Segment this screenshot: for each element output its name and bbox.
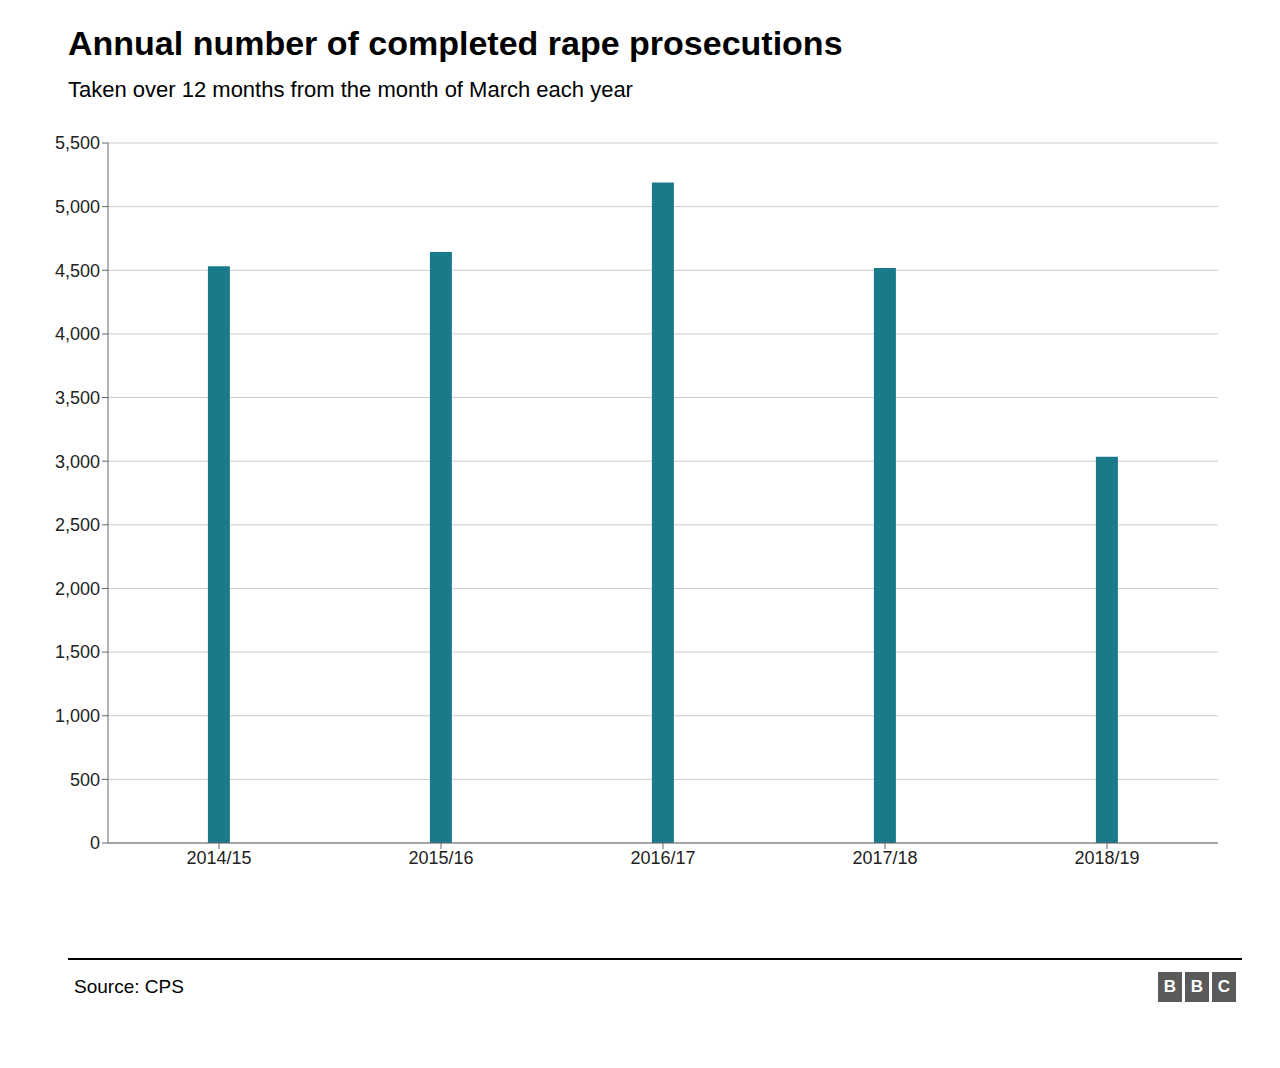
svg-text:2015/16: 2015/16 (408, 848, 473, 868)
svg-text:4,000: 4,000 (55, 324, 100, 344)
svg-text:3,000: 3,000 (55, 452, 100, 472)
svg-text:1,000: 1,000 (55, 706, 100, 726)
svg-text:5,500: 5,500 (55, 133, 100, 153)
html-text:C: C (1217, 977, 1231, 996)
svg-text:4,500: 4,500 (55, 261, 100, 281)
svg-text:2014/15: 2014/15 (186, 848, 251, 868)
svg-text:3,500: 3,500 (55, 388, 100, 408)
svg-text:0: 0 (90, 833, 100, 853)
svg-text:2018/19: 2018/19 (1074, 848, 1139, 868)
html-text:B: B (1190, 977, 1204, 996)
svg-text:5,000: 5,000 (55, 197, 100, 217)
svg-text:1,500: 1,500 (55, 642, 100, 662)
svg-text:2016/17: 2016/17 (630, 848, 695, 868)
html-text:Source: CPS: Source: CPS (74, 976, 184, 997)
svg-text:2,000: 2,000 (55, 579, 100, 599)
html-text:Annual number of completed rap: Annual number of completed rape prosecut… (68, 24, 843, 62)
svg-text:2017/18: 2017/18 (852, 848, 917, 868)
svg-text:2,500: 2,500 (55, 515, 100, 535)
html-text:B: B (1163, 977, 1177, 996)
html-text:Taken over 12 months from the: Taken over 12 months from the month of M… (68, 77, 633, 102)
svg-text:500: 500 (70, 770, 100, 790)
